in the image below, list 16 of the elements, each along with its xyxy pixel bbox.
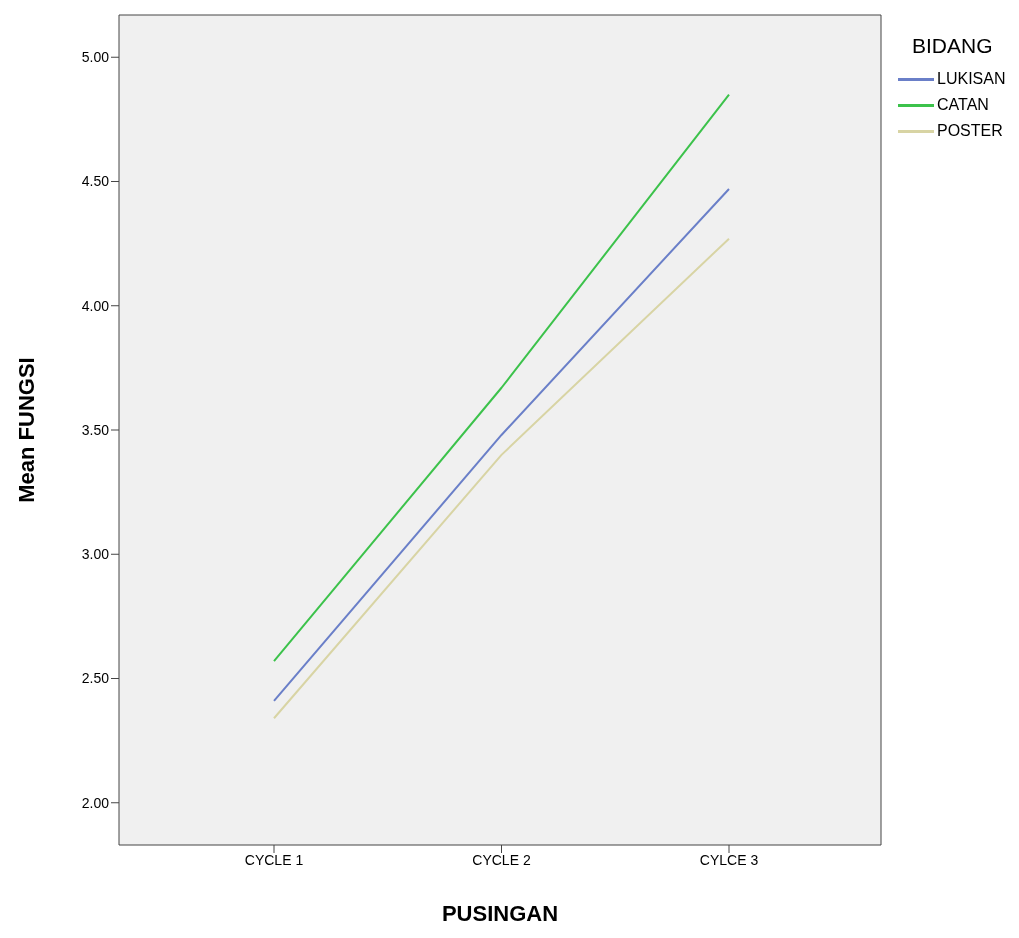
x-tick-label: CYLCE 3 bbox=[699, 851, 759, 868]
y-tick-label: 4.00 bbox=[81, 297, 110, 314]
y-tick-label: 3.00 bbox=[81, 546, 110, 563]
y-tick-label: 2.00 bbox=[81, 794, 110, 811]
x-tick-label: CYCLE 2 bbox=[472, 851, 531, 868]
legend-label: CATAN bbox=[937, 96, 989, 114]
y-axis-title: Mean FUNGSI bbox=[13, 357, 39, 503]
y-tick-label: 2.50 bbox=[81, 670, 110, 687]
x-axis-title: PUSINGAN bbox=[441, 901, 559, 926]
legend-label: LUKISAN bbox=[937, 70, 1006, 88]
x-tick-label: CYCLE 1 bbox=[244, 851, 304, 868]
y-tick-label: 3.50 bbox=[81, 421, 110, 438]
y-tick-label: 4.50 bbox=[81, 173, 110, 190]
legend-label: POSTER bbox=[937, 122, 1003, 140]
y-tick-label: 5.00 bbox=[81, 49, 110, 66]
legend-title: BIDANG bbox=[912, 34, 994, 58]
